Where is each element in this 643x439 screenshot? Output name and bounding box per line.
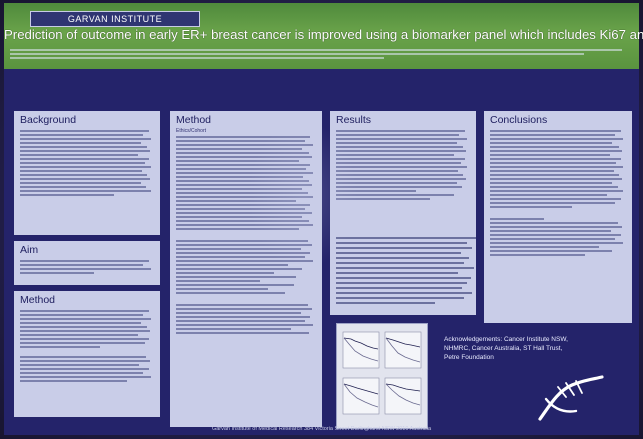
km-plot-graphic: [342, 331, 422, 415]
results-table: [336, 237, 476, 307]
background-heading: Background: [20, 114, 77, 126]
aim-heading: Aim: [20, 244, 39, 256]
author-lines: [10, 47, 634, 65]
method-left-text: [14, 308, 160, 386]
method-left-heading: Method: [20, 294, 56, 306]
dna-logo-icon: [538, 375, 604, 421]
institute-label: GARVAN INSTITUTE: [30, 11, 200, 27]
conclusions-panel: Conclusions: [484, 111, 632, 323]
background-panel: Background: [14, 111, 160, 235]
method-mid-heading: Method: [176, 114, 212, 126]
background-text: [14, 128, 160, 200]
poster: GARVAN INSTITUTE Prediction of outcome i…: [4, 3, 643, 435]
conclusions-heading: Conclusions: [490, 114, 548, 126]
method-left-panel: Method: [14, 291, 160, 417]
aim-text: [14, 258, 160, 278]
method-mid-subheading: Ethics/Cohort: [176, 128, 207, 134]
results-heading: Results: [336, 114, 372, 126]
results-panel: Results: [330, 111, 476, 315]
survival-curve-figure: [336, 323, 428, 429]
poster-footer: Garvan Institute of Medical Research 384…: [211, 426, 432, 432]
poster-header: GARVAN INSTITUTE Prediction of outcome i…: [4, 3, 643, 69]
method-mid-panel: Method Ethics/Cohort: [170, 111, 322, 427]
method-mid-text: [170, 134, 322, 338]
aim-panel: Aim: [14, 241, 160, 285]
acknowledgements: Acknowledgements: Cancer Institute NSW, …: [444, 336, 568, 361]
conclusions-text: [484, 128, 632, 260]
poster-title: Prediction of outcome in early ER+ breas…: [4, 27, 643, 42]
results-text: [330, 128, 476, 204]
